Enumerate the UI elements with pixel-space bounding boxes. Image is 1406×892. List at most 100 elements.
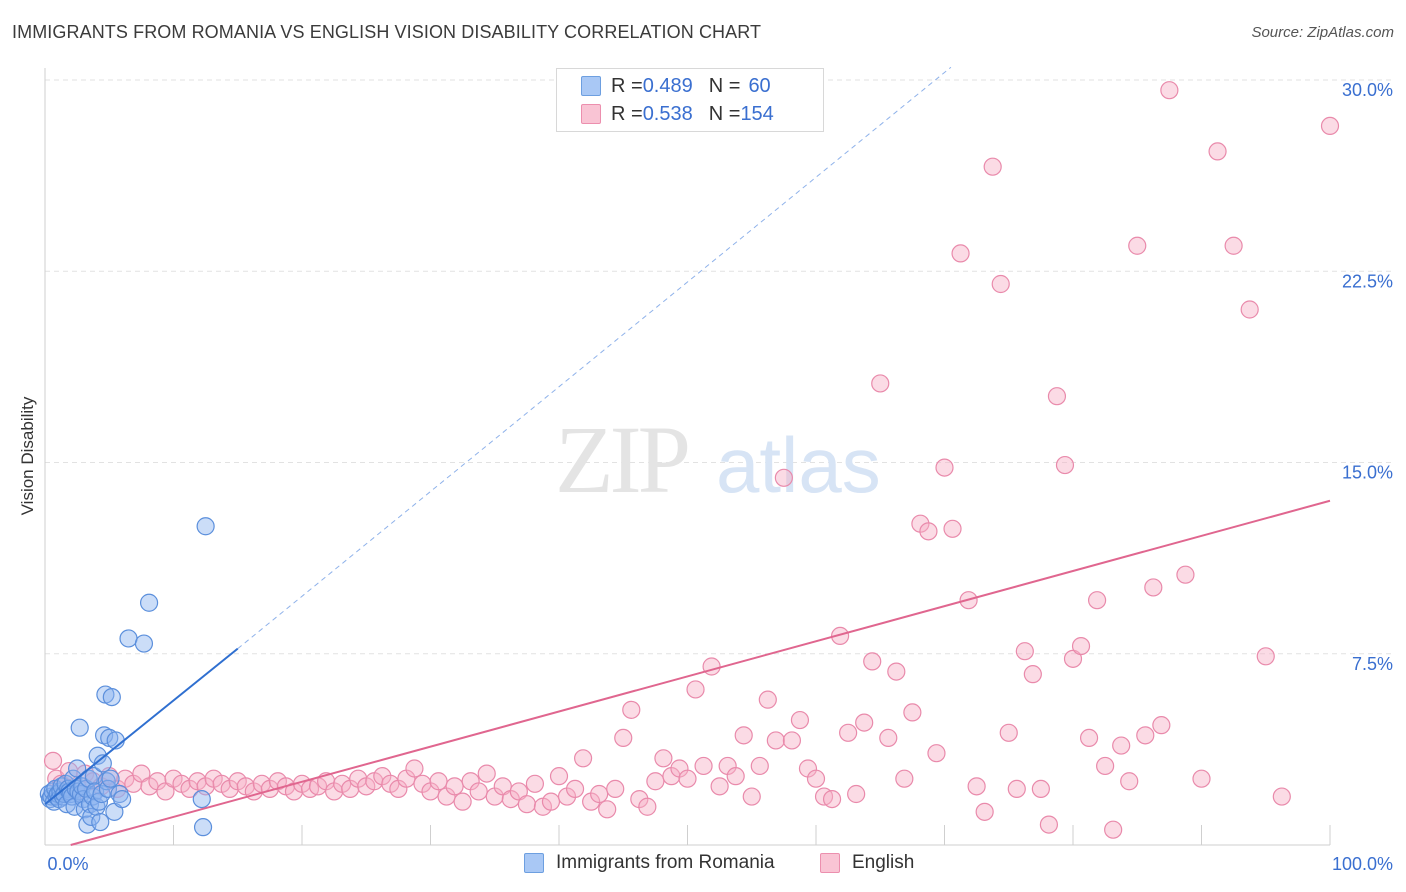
- english-point: [863, 652, 882, 671]
- english-point: [774, 468, 793, 487]
- romania-point: [112, 789, 132, 809]
- bottom-legend-swatch-romania: [524, 853, 544, 873]
- english-point: [1144, 578, 1163, 597]
- english-point: [477, 764, 496, 783]
- english-point: [1015, 642, 1034, 661]
- romania-point: [119, 629, 138, 648]
- english-point: [975, 802, 994, 821]
- english-point: [999, 723, 1018, 742]
- english-point: [525, 774, 545, 793]
- english-point: [1055, 455, 1075, 475]
- romania-point: [192, 789, 211, 809]
- english-point: [790, 710, 810, 730]
- legend-row-english: R = 0.538 N = 154: [581, 101, 774, 127]
- english-point: [1120, 772, 1139, 791]
- english-point: [943, 519, 962, 538]
- legend-n-value: 154: [740, 102, 774, 125]
- english-point: [927, 744, 946, 763]
- english-point: [1087, 591, 1107, 610]
- legend-row-romania: R = 0.489 N = 60: [581, 73, 771, 99]
- english-point: [766, 731, 785, 750]
- english-point: [453, 792, 472, 811]
- romania-trend-line: [44, 647, 239, 805]
- english-point: [654, 749, 673, 768]
- english-point: [726, 767, 745, 786]
- tick-labels: 7.5% 15.0% 22.5% 30.0% 0.0% 100.0%: [47, 80, 1393, 874]
- english-point: [1320, 116, 1340, 136]
- english-point: [1192, 769, 1211, 788]
- english-point: [517, 795, 536, 814]
- y-tick-label: 15.0%: [1342, 463, 1393, 483]
- trend-lines: [44, 66, 1331, 846]
- english-point: [758, 690, 777, 709]
- english-point: [750, 756, 769, 776]
- english-point: [1208, 142, 1227, 161]
- english-point: [686, 680, 705, 699]
- romania-point: [134, 634, 154, 653]
- english-point: [1112, 736, 1131, 755]
- english-point: [1079, 728, 1099, 748]
- english-point: [871, 374, 890, 393]
- english-point: [1152, 716, 1171, 735]
- english-point: [469, 782, 488, 801]
- english-point: [549, 767, 569, 786]
- bottom-legend-romania: Immigrants from Romania: [524, 852, 775, 874]
- bottom-legend-swatch-english: [820, 853, 840, 873]
- english-point: [806, 769, 826, 788]
- english-points: [43, 81, 1340, 839]
- english-point: [429, 772, 448, 791]
- english-point: [1047, 387, 1067, 406]
- x-tick-label: 0.0%: [47, 854, 88, 874]
- english-point: [991, 274, 1010, 294]
- english-point: [43, 751, 63, 770]
- english-point: [967, 777, 986, 796]
- english-point: [1096, 756, 1115, 776]
- x-tick-label: 100.0%: [1332, 854, 1393, 874]
- english-trend-line: [70, 499, 1331, 846]
- y-tick-label: 7.5%: [1352, 654, 1393, 674]
- romania-point: [71, 784, 91, 804]
- source-label: Source: ZipAtlas.com: [1251, 24, 1394, 41]
- romania-point: [139, 593, 159, 612]
- english-point: [855, 713, 874, 732]
- watermark: ZIP atlas: [555, 406, 881, 513]
- english-point: [822, 789, 842, 809]
- english-point: [1007, 779, 1026, 799]
- english-point: [847, 784, 866, 804]
- english-point: [734, 726, 753, 745]
- axes: [44, 68, 1331, 846]
- english-point: [935, 458, 954, 477]
- english-point: [541, 792, 561, 811]
- english-point: [1031, 779, 1050, 799]
- english-point: [1039, 815, 1059, 834]
- legend-n-label: N =: [708, 102, 741, 125]
- legend-r-value: 0.538: [642, 102, 693, 125]
- romania-point: [95, 726, 114, 745]
- english-point: [1160, 81, 1179, 100]
- english-point: [1224, 236, 1243, 255]
- english-point: [598, 800, 617, 819]
- romania-point: [102, 687, 121, 707]
- english-point: [919, 522, 938, 541]
- watermark-atlas: atlas: [716, 421, 881, 509]
- english-point: [1104, 820, 1123, 839]
- english-point: [565, 779, 585, 799]
- english-point: [614, 728, 633, 748]
- romania-point: [193, 818, 213, 837]
- english-point: [678, 769, 697, 788]
- english-point: [1136, 726, 1155, 745]
- english-point: [782, 731, 802, 750]
- bottom-legend-english: English: [820, 852, 914, 874]
- english-point: [1256, 647, 1275, 666]
- romania-point: [70, 718, 89, 737]
- legend-n-label: N =: [708, 74, 741, 97]
- english-point: [638, 797, 657, 816]
- english-point: [573, 749, 593, 768]
- bottom-legend-label-romania: Immigrants from Romania: [556, 852, 775, 873]
- y-tick-label: 22.5%: [1342, 271, 1393, 291]
- romania-point: [82, 807, 101, 827]
- chart-title: IMMIGRANTS FROM ROMANIA VS ENGLISH VISIO…: [12, 22, 762, 42]
- english-point: [1176, 565, 1195, 584]
- grid-lines: [45, 79, 1395, 655]
